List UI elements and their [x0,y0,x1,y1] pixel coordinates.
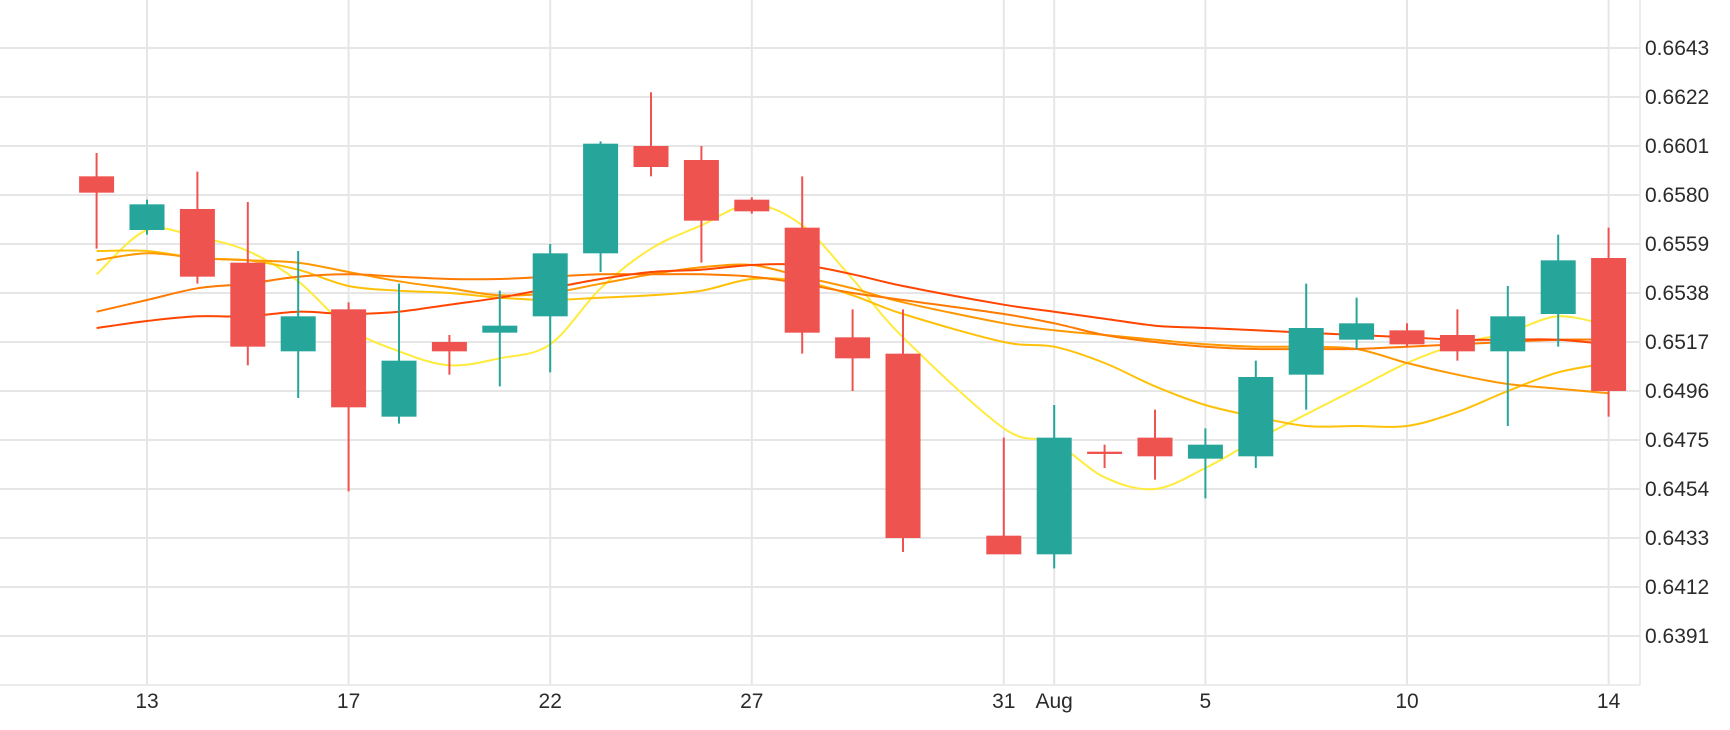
candle [1540,234,1576,347]
candle [482,290,518,387]
candles [79,92,1627,569]
candle [633,92,669,177]
y-tick-label: 0.6496 [1645,380,1709,403]
x-tick-label: 31 [992,690,1015,713]
candle-body [734,199,770,212]
candle-body [129,204,165,230]
candle-body [885,353,921,538]
candle [1087,444,1123,468]
candle [1439,309,1475,361]
candle [1137,409,1173,480]
candle [1288,283,1324,410]
candle-body [1439,335,1475,352]
candle [532,244,568,373]
x-tick-label: 14 [1597,690,1621,713]
candle [129,199,165,235]
y-tick-label: 0.6475 [1645,429,1709,452]
y-tick-label: 0.6433 [1645,527,1709,550]
candle-body [280,316,316,352]
candle [1187,428,1223,499]
candle [381,283,417,424]
x-tick-label: 22 [539,690,562,713]
candle [431,335,467,375]
candle-body [1339,323,1375,340]
candle-body [532,253,568,317]
y-tick-label: 0.6601 [1645,135,1709,158]
candle-body [482,325,518,333]
y-tick-label: 0.6538 [1645,282,1709,305]
candle-body [331,309,367,408]
candle [835,309,871,391]
candle-body [1187,444,1223,459]
candle [885,309,921,552]
candle [583,141,619,272]
candle [1339,297,1375,349]
candle-body [1036,437,1072,555]
x-tick-label: 17 [337,690,360,713]
y-tick-label: 0.6454 [1645,478,1710,501]
candle-body [1540,260,1576,314]
x-tick-label: 27 [740,690,763,713]
candle-body [835,337,871,359]
candle-body [1137,437,1173,457]
candle [280,251,316,398]
candle-body [381,360,417,417]
x-tick-label: 5 [1200,690,1212,713]
candle [1490,286,1526,426]
candle-body [683,160,719,221]
candle [683,146,719,263]
y-tick-label: 0.6517 [1645,331,1709,354]
candle-body [230,262,266,347]
candle-body [1591,258,1627,391]
candle [1591,227,1627,417]
y-tick-label: 0.6622 [1645,86,1709,109]
candle [986,437,1022,555]
candle [179,171,215,284]
candle [784,176,820,354]
candle [79,153,115,249]
x-tick-label: 13 [135,690,158,713]
candle-body [1087,451,1123,454]
axes: 0.6643 0.6622 0.6601 0.6580 0.6559 0.6538 0.65… [0,0,1710,713]
candle-body [583,143,619,254]
candle-body [79,176,115,193]
x-tick-label: 10 [1395,690,1418,713]
candle-body [784,227,820,333]
moving-average-line [96,273,1609,351]
x-tick-label: Aug [1036,690,1073,713]
candle-body [1288,328,1324,375]
candle-body [1490,316,1526,352]
candle [1036,405,1072,569]
candle-body [1389,330,1425,345]
y-tick-label: 0.6643 [1645,37,1709,60]
candle-body [431,342,467,352]
candle-body [179,209,215,277]
candle [734,197,770,214]
candle [1238,360,1274,468]
candle [1389,323,1425,347]
candle-body [986,535,1022,555]
candle-body [1238,377,1274,457]
candle [331,302,367,492]
y-tick-label: 0.6559 [1645,233,1709,256]
candle-body [633,146,669,167]
candle [230,202,266,366]
y-tick-label: 0.6391 [1645,625,1709,648]
y-tick-label: 0.6580 [1645,184,1709,207]
y-tick-label: 0.6412 [1645,576,1709,599]
